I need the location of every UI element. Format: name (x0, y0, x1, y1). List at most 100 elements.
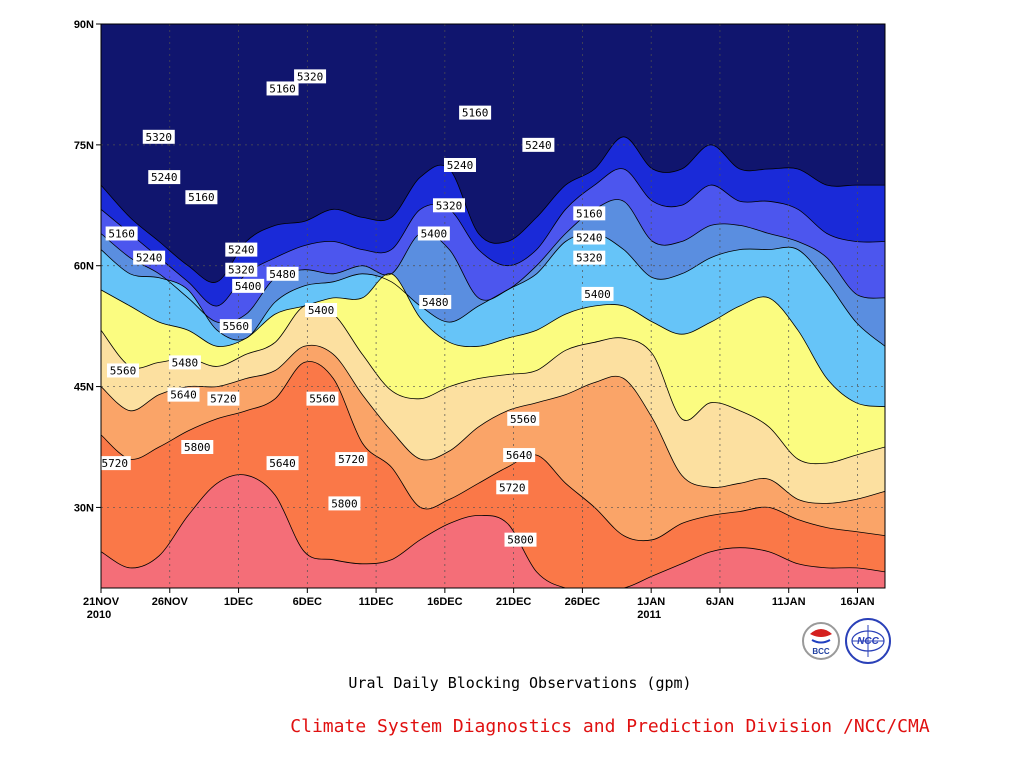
contour-label-bg (266, 266, 299, 281)
x-tick-label: 1DEC (224, 596, 253, 608)
contour-line-5720 (101, 361, 885, 542)
contour-label-bg (232, 278, 265, 293)
contour-label-bg (225, 262, 258, 277)
contour-label: 5320 (146, 131, 173, 144)
contour-label: 5160 (576, 207, 603, 220)
contour-label: 5720 (338, 453, 365, 466)
contour-fills (101, 24, 885, 588)
ncc-logo-text: NCC (857, 636, 879, 647)
contour-label-bg (98, 456, 131, 471)
contour-label-bg (167, 387, 200, 402)
contour-label: 5640 (506, 449, 533, 462)
contour-label: 5240 (151, 171, 178, 184)
contour-label-bg (335, 452, 368, 467)
x-tick-label: 11JAN (772, 596, 806, 608)
contour-label: 5720 (102, 457, 129, 470)
contour-line-5400 (101, 232, 885, 347)
contour-label: 5160 (108, 227, 135, 240)
contour-line-5640 (101, 344, 885, 504)
contour-label: 5160 (188, 191, 215, 204)
contour-label-bg (417, 226, 450, 241)
contour-line-5160 (101, 136, 885, 283)
contour-label: 5160 (462, 107, 489, 120)
y-tick-label: 75N (74, 140, 94, 152)
contour-label-bg (573, 230, 606, 245)
band-5800 (101, 474, 885, 588)
contour-label-bg (105, 226, 138, 241)
contour-label: 5560 (110, 364, 137, 377)
contour-label-bg (225, 242, 258, 257)
contour-label-bg (573, 206, 606, 221)
contour-label-bg (294, 69, 327, 84)
contour-label-bg (185, 190, 218, 205)
contour-label-bg (459, 105, 492, 120)
ncc-logo: NCC (845, 618, 891, 664)
contour-label: 5320 (228, 264, 255, 277)
contour-label-bg (142, 129, 175, 144)
x-tick-label: 21NOV (83, 596, 120, 608)
x-tick-label: 16JAN (840, 596, 874, 608)
contour-label-bg (328, 496, 361, 511)
contour-label: 5400 (584, 288, 611, 301)
y-axis: 30N 45N 60N 75N 90N (74, 19, 101, 514)
contour-label: 5400 (308, 304, 335, 317)
contour-label: 5640 (170, 389, 197, 402)
y-tick-label: 45N (74, 382, 94, 394)
x-tick-year: 2011 (637, 609, 661, 621)
y-tick-label: 30N (74, 502, 94, 514)
contour-label-bg (522, 137, 555, 152)
contour-label: 5320 (436, 199, 463, 212)
contour-label-bg (107, 363, 140, 378)
contour-label: 5480 (172, 356, 199, 369)
contour-label: 5640 (269, 457, 296, 470)
contour-label-bg (504, 532, 537, 547)
contour-label-bg (306, 391, 339, 406)
y-tick-label: 60N (74, 261, 94, 273)
x-tick-label: 6JAN (706, 596, 734, 608)
contour-label-bg (181, 440, 214, 454)
contour-label-bg (432, 198, 465, 213)
bcc-logo: BCC (802, 622, 840, 660)
contour-label: 5800 (184, 441, 211, 454)
x-tick-label: 26NOV (152, 596, 189, 608)
contour-label-bg (266, 456, 299, 471)
contour-label-bg (507, 411, 540, 426)
contour-label: 5240 (228, 244, 255, 257)
contour-line-5240 (101, 168, 885, 307)
contour-lines (101, 136, 885, 588)
x-tick-label: 11DEC (359, 596, 394, 608)
contour-label: 5560 (309, 393, 336, 406)
contour-label: 5320 (297, 70, 324, 83)
contour-label: 5240 (525, 139, 552, 152)
contour-labels: 5320524051605160524051605320524053205400… (98, 69, 614, 547)
contour-label-bg (148, 170, 181, 185)
x-tick-label: 1JAN (637, 596, 665, 608)
contour-label: 5240 (447, 159, 474, 172)
contour-line-5560 (101, 303, 885, 465)
contour-label-bg (207, 391, 240, 406)
x-tick-label: 26DEC (565, 596, 601, 608)
contour-label: 5800 (507, 534, 534, 547)
contour-label: 5240 (576, 232, 603, 245)
contour-label-bg (168, 355, 201, 370)
band-5720 (101, 361, 885, 588)
contour-label-bg (503, 448, 536, 463)
contour-label: 5720 (499, 481, 526, 494)
x-tick-label: 16DEC (427, 596, 463, 608)
contour-label-bg (496, 480, 529, 495)
chart-title: Ural Daily Blocking Observations (gpm) (348, 674, 691, 692)
contour-label: 5400 (421, 227, 448, 240)
contour-label-bg (305, 303, 338, 318)
contour-label: 5160 (269, 82, 296, 95)
bcc-logo-text: BCC (812, 647, 830, 656)
x-tick-year: 2010 (87, 609, 111, 621)
contour-label-bg (573, 250, 606, 265)
contour-label: 5480 (269, 268, 296, 281)
contour-line-5480 (101, 273, 885, 408)
contour-line-5800 (101, 474, 885, 588)
x-tick-label: 21DEC (496, 596, 532, 608)
contour-label-bg (581, 286, 614, 301)
contour-label: 5480 (422, 296, 449, 309)
